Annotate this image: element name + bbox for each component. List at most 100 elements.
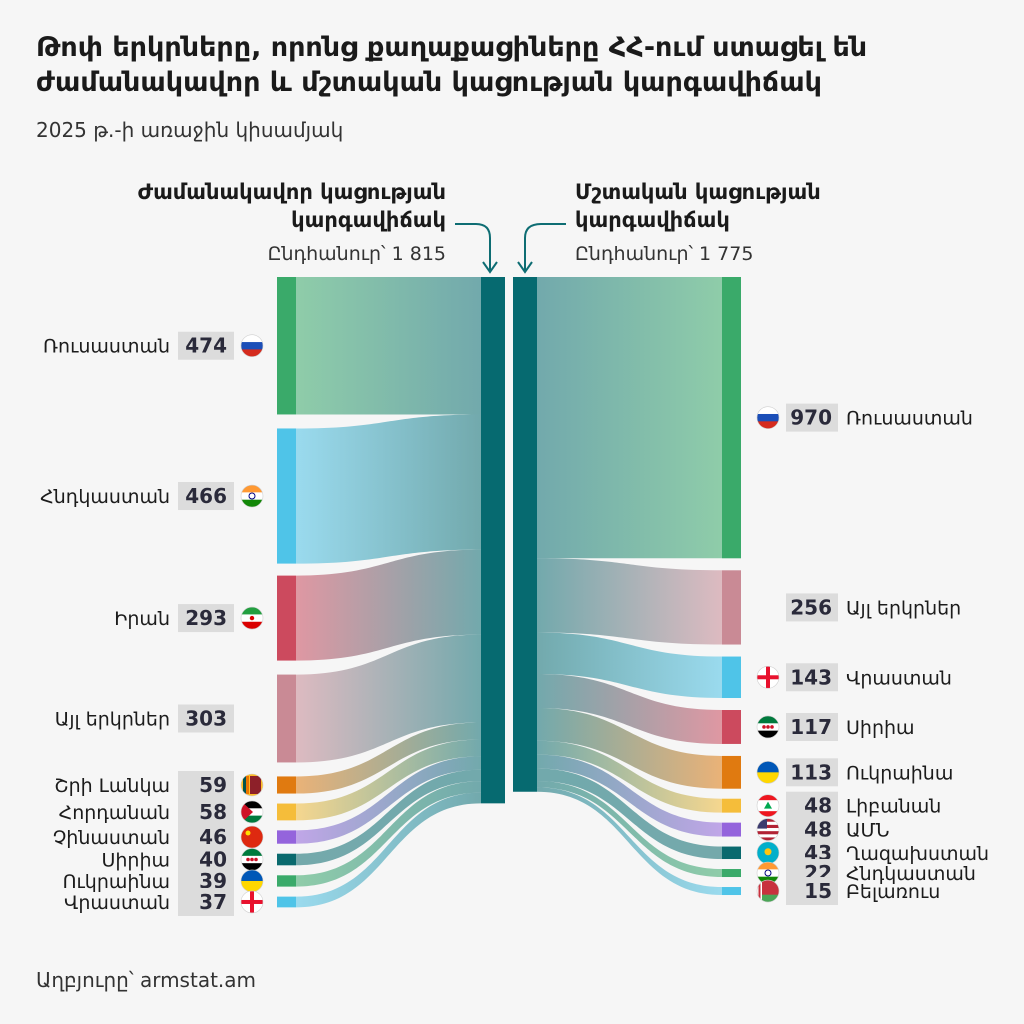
node-left-bar xyxy=(277,830,296,844)
node-label-right: Սիրիա xyxy=(846,717,915,739)
node-value-left: 474 xyxy=(185,334,227,358)
belarus-flag-icon xyxy=(756,879,780,903)
flow-left-n9 xyxy=(296,792,481,908)
node-left-bar xyxy=(277,853,296,866)
china-flag-icon xyxy=(240,825,264,849)
left-label-group: 58 Հորդանան xyxy=(59,797,264,826)
node-right-bar xyxy=(722,710,741,744)
lebanon-flag-icon xyxy=(756,794,780,817)
node-label-right: Ռուսաստան xyxy=(846,408,973,430)
right-label-group: 48 Լիբանան xyxy=(756,791,941,820)
right-column-title-line1: Մշտական կացության xyxy=(575,180,821,204)
node-left-bar xyxy=(277,428,296,564)
flow-right-n0 xyxy=(537,277,722,559)
node-label-right: Բելառուս xyxy=(846,881,940,903)
right-column-title-line2: կարգավիճակ xyxy=(575,208,730,232)
georgia-flag-icon xyxy=(756,665,780,689)
right-column-total: Ընդհանուր՝ 1 775 xyxy=(575,243,753,265)
left-header-arrow xyxy=(455,223,491,270)
node-labels: 474 Ռուսաստան 466 Հնդկաստան 293 Իրան 303 Այլ եր… xyxy=(40,331,989,916)
srilanka-flag-icon xyxy=(240,773,264,797)
node-right-bar xyxy=(722,798,741,813)
right-label-group: 117 Սիրիա xyxy=(756,712,915,741)
flow-right-n5 xyxy=(537,740,722,813)
node-label-right: Լիբանան xyxy=(846,796,941,818)
left-label-group: 46 Չինաստան xyxy=(53,823,264,852)
node-label-right: Ուկրաինա xyxy=(846,762,953,784)
usa-flag-icon xyxy=(756,818,780,841)
left-label-group: 474 Ռուսաստան xyxy=(43,331,264,360)
value-box xyxy=(178,331,234,360)
chart-title: Թոփ երկրները, որոնց քաղաքացիները ՀՀ-ում … xyxy=(36,32,868,98)
flow-left-n3 xyxy=(296,634,481,763)
value-box xyxy=(786,593,838,622)
node-right-bar xyxy=(722,570,741,645)
value-box xyxy=(786,403,838,432)
value-box xyxy=(178,704,234,733)
node-left-bar xyxy=(277,776,296,794)
flow-right-n6 xyxy=(537,754,722,837)
node-value-left: 303 xyxy=(185,707,227,731)
left-column-title-line1: Ժամանակավոր կացության xyxy=(138,180,446,204)
flow-left-n5 xyxy=(296,739,481,821)
source-note: Աղբյուրը՝ armstat.am xyxy=(36,968,257,992)
flow-links xyxy=(296,277,722,908)
georgia-flag-icon xyxy=(240,890,264,914)
right-label-group: 15 Բելառուս xyxy=(756,877,940,906)
node-right-bar xyxy=(722,656,741,699)
right-header-arrow-head xyxy=(517,261,533,274)
left-header-arrow-head xyxy=(482,261,498,274)
node-left-bar xyxy=(277,575,296,661)
node-label-left: Ուկրաինա xyxy=(63,871,170,893)
node-bars xyxy=(277,277,741,908)
node-label-right: ԱՄՆ xyxy=(846,820,889,842)
left-label-group: 37 Վրաստան xyxy=(64,887,264,916)
left-label-group: 59 Շրի Լանկա xyxy=(54,770,264,799)
node-value-left: 37 xyxy=(199,890,227,914)
ukraine-flag-icon xyxy=(240,869,264,893)
node-label-right: Վրաստան xyxy=(846,667,952,689)
node-label-left: Հորդանան xyxy=(59,802,170,824)
right-label-group: 48 ԱՄՆ xyxy=(756,815,889,844)
node-value-left: 59 xyxy=(199,773,227,797)
node-right-bar xyxy=(722,869,741,878)
node-label-left: Ռուսաստան xyxy=(43,336,170,358)
india-flag-icon xyxy=(240,484,264,508)
chart-subtitle: 2025 թ.-ի առաջին կիսամյակ xyxy=(36,118,344,142)
center-bar-temporary xyxy=(481,277,505,804)
flow-right-n2 xyxy=(537,632,722,699)
kazakhstan-flag-icon xyxy=(756,841,780,865)
value-box xyxy=(178,797,234,826)
node-left-bar xyxy=(277,875,296,887)
flow-left-n1 xyxy=(296,414,481,564)
node-label-right: Հնդկաստան xyxy=(846,863,976,885)
left-column-total: Ընդհանուր՝ 1 815 xyxy=(268,243,446,265)
syria-flag-icon xyxy=(240,848,264,871)
column-headers: Ժամանակավոր կացության կարգավիճակ Ընդհանո… xyxy=(138,180,821,274)
value-box xyxy=(786,877,838,906)
node-value-right: 256 xyxy=(790,595,832,619)
right-header-arrow xyxy=(524,223,566,270)
node-value-right: 15 xyxy=(804,879,832,903)
node-left-bar xyxy=(277,896,296,908)
node-value-right: 48 xyxy=(804,794,832,818)
value-box xyxy=(178,770,234,799)
node-value-right: 117 xyxy=(790,715,832,739)
right-label-group: 113 Ուկրաինա xyxy=(756,758,953,787)
node-value-left: 46 xyxy=(199,825,227,849)
iran-flag-icon xyxy=(240,606,264,630)
flow-right-n1 xyxy=(537,558,722,645)
flow-right-n4 xyxy=(537,707,722,789)
node-left-bar xyxy=(277,803,296,821)
russia-flag-icon xyxy=(756,406,780,429)
right-label-group: 143 Վրաստան xyxy=(756,663,952,692)
value-box xyxy=(786,791,838,820)
node-right-bar xyxy=(722,822,741,837)
flow-left-n0 xyxy=(296,277,481,415)
node-label-left: Շրի Լանկա xyxy=(54,775,170,797)
node-label-left: Սիրիա xyxy=(101,850,170,872)
node-left-bar xyxy=(277,277,296,415)
node-value-left: 293 xyxy=(185,606,227,630)
